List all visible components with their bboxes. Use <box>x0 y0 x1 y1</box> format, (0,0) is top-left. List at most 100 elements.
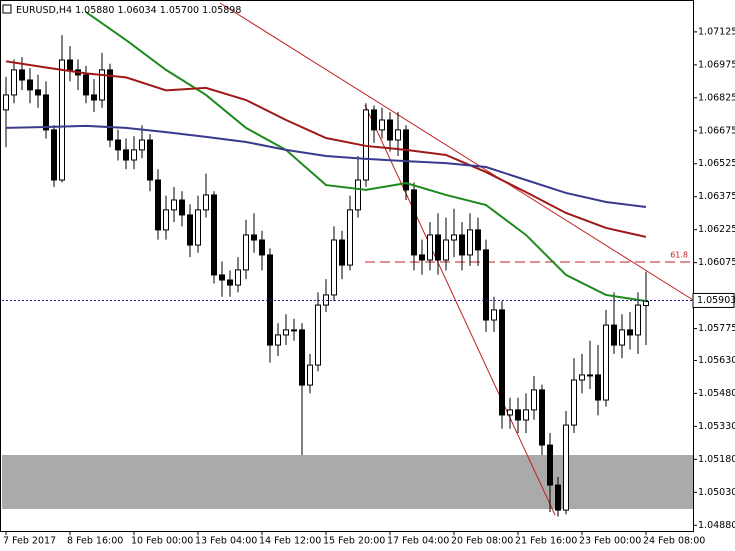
y-tick-label: 1.06525 <box>698 158 735 169</box>
y-tick-label: 1.04880 <box>698 520 735 531</box>
candle-body <box>131 149 137 161</box>
candle-body <box>155 179 161 231</box>
candle-body <box>299 329 305 386</box>
y-tick-label: 1.05480 <box>698 388 735 399</box>
moving-average <box>5 60 647 238</box>
candle-body <box>387 119 393 141</box>
candle-body <box>355 179 361 211</box>
candle-body <box>403 129 409 191</box>
y-tick-label: 1.05180 <box>698 454 735 465</box>
candle-body <box>115 139 121 151</box>
candle-body <box>315 304 321 366</box>
y-tick-label: 1.05630 <box>698 355 735 366</box>
candle-body <box>563 424 569 511</box>
candle-body <box>515 409 521 421</box>
candle-body <box>35 89 41 96</box>
x-tick-label: 24 Feb 08:00 <box>643 536 705 547</box>
x-tick-label: 13 Feb 04:00 <box>195 536 257 547</box>
candle-body <box>635 304 641 336</box>
candle-body <box>171 199 177 211</box>
candle-body <box>107 69 113 141</box>
trend-line <box>364 104 556 516</box>
candle-body <box>483 249 489 321</box>
symbol: EURUSD,H4 <box>16 5 72 16</box>
candle-body <box>427 234 433 261</box>
y-tick-label: 1.06225 <box>698 224 735 235</box>
y-tick-label: 1.06375 <box>698 191 735 202</box>
candle-body <box>59 59 65 181</box>
candle-body <box>579 374 585 381</box>
candle-body <box>443 239 449 261</box>
candle-body <box>99 69 105 101</box>
candle-body <box>51 129 57 181</box>
y-tick-label: 1.06675 <box>698 125 735 136</box>
header: EURUSD,H4 1.05880 1.06034 1.05700 1.0589… <box>2 4 241 16</box>
candle-body <box>339 239 345 266</box>
y-tick-label: 1.05030 <box>698 487 735 498</box>
candle-body <box>259 239 265 256</box>
candle-body <box>347 209 353 266</box>
candle-body <box>11 69 17 96</box>
candle-body <box>451 234 457 241</box>
candle-body <box>83 74 89 96</box>
candle-body <box>219 274 225 281</box>
x-tick-label: 15 Feb 20:00 <box>323 536 385 547</box>
candle-body <box>491 309 497 321</box>
candle-body <box>419 254 425 261</box>
candle-body <box>459 234 465 256</box>
x-tick-label: 20 Feb 08:00 <box>451 536 513 547</box>
x-tick-label: 10 Feb 00:00 <box>131 536 193 547</box>
ohlc: 1.05898 <box>202 5 241 16</box>
y-tick-label: 1.07125 <box>698 26 735 37</box>
candle-body <box>603 324 609 401</box>
moving-average <box>85 11 647 303</box>
candle-body <box>123 149 129 161</box>
header-icon <box>2 4 12 14</box>
moving-average <box>5 124 647 209</box>
candle-body <box>627 329 633 336</box>
candle-body <box>3 94 9 111</box>
candle-body <box>67 59 73 71</box>
current-price-box <box>692 292 735 308</box>
x-tick-label: 21 Feb 16:00 <box>515 536 577 547</box>
candle-body <box>555 484 561 511</box>
candle-body <box>275 334 281 346</box>
x-tick-label: 7 Feb 2017 <box>3 536 56 547</box>
candle-body <box>91 94 97 101</box>
candle-body <box>507 409 513 416</box>
candle-body <box>251 234 257 241</box>
candle-body <box>435 234 441 261</box>
candle-body <box>379 119 385 131</box>
candle-body <box>499 309 505 416</box>
candle-body <box>283 329 289 336</box>
candle-body <box>291 329 297 332</box>
x-tick-label: 14 Feb 12:00 <box>259 536 321 547</box>
candle-body <box>331 239 337 296</box>
candle-body <box>371 109 377 131</box>
candle-body <box>227 279 233 286</box>
candle-body <box>307 364 313 386</box>
y-tick-label: 1.05775 <box>698 323 735 334</box>
candle-body <box>19 69 25 81</box>
candle-body <box>467 229 473 256</box>
y-tick-label: 1.06825 <box>698 92 735 103</box>
candle-body <box>211 194 217 276</box>
y-tick-label: 1.06075 <box>698 257 735 268</box>
ohlc: 1.05880 <box>75 5 114 16</box>
x-tick-label: 23 Feb 00:00 <box>579 536 641 547</box>
candle-body <box>547 444 553 486</box>
y-tick-label: 1.05330 <box>698 421 735 432</box>
x-tick-label: 17 Feb 04:00 <box>387 536 449 547</box>
candle-body <box>27 79 33 91</box>
candle-body <box>643 301 649 307</box>
candle-body <box>139 139 145 151</box>
candle-body <box>539 389 545 446</box>
ohlc: 1.06034 <box>117 5 156 16</box>
candle-body <box>235 269 241 286</box>
candle-body <box>619 329 625 346</box>
current-price-label: 1.05903 <box>697 295 735 306</box>
trend-line <box>219 2 694 301</box>
y-tick-label: 1.06975 <box>698 59 735 70</box>
candle-body <box>203 194 209 211</box>
